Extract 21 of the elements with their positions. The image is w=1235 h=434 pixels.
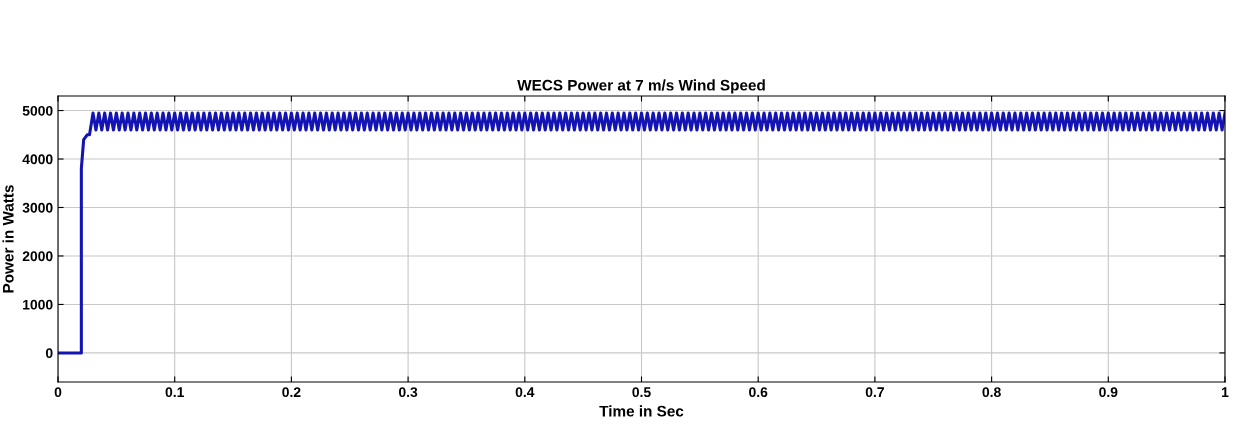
x-tick-label: 0.2 [282, 387, 301, 398]
x-tick-label: 0.4 [515, 387, 535, 398]
x-tick-label: 0.1 [165, 387, 184, 398]
x-tick-label: 1 [1222, 387, 1229, 397]
line-series [58, 111, 1225, 355]
x-tick-label: 0 [54, 387, 62, 398]
x-tick-label: 0.6 [749, 387, 768, 398]
x-axis-title: Time in Sec [599, 405, 684, 417]
x-tick-label: 0.3 [399, 387, 418, 398]
y-tick-label: 0 [45, 348, 53, 359]
y-tick-label: 3000 [22, 202, 53, 213]
y-tick-label: 2000 [22, 251, 53, 262]
x-tick-label: 0.9 [1099, 387, 1118, 398]
y-tick-label: 4000 [22, 154, 53, 165]
x-tick-label: 0.5 [632, 387, 651, 398]
y-tick-label: 5000 [22, 105, 53, 116]
x-tick-label: 0.8 [982, 387, 1001, 398]
x-tick-label: 0.7 [865, 387, 884, 398]
chart-title: WECS Power at 7 m/s Wind Speed [517, 79, 765, 94]
y-axis-title: Power in Watts [2, 185, 14, 293]
y-tick-label: 1000 [23, 299, 53, 310]
